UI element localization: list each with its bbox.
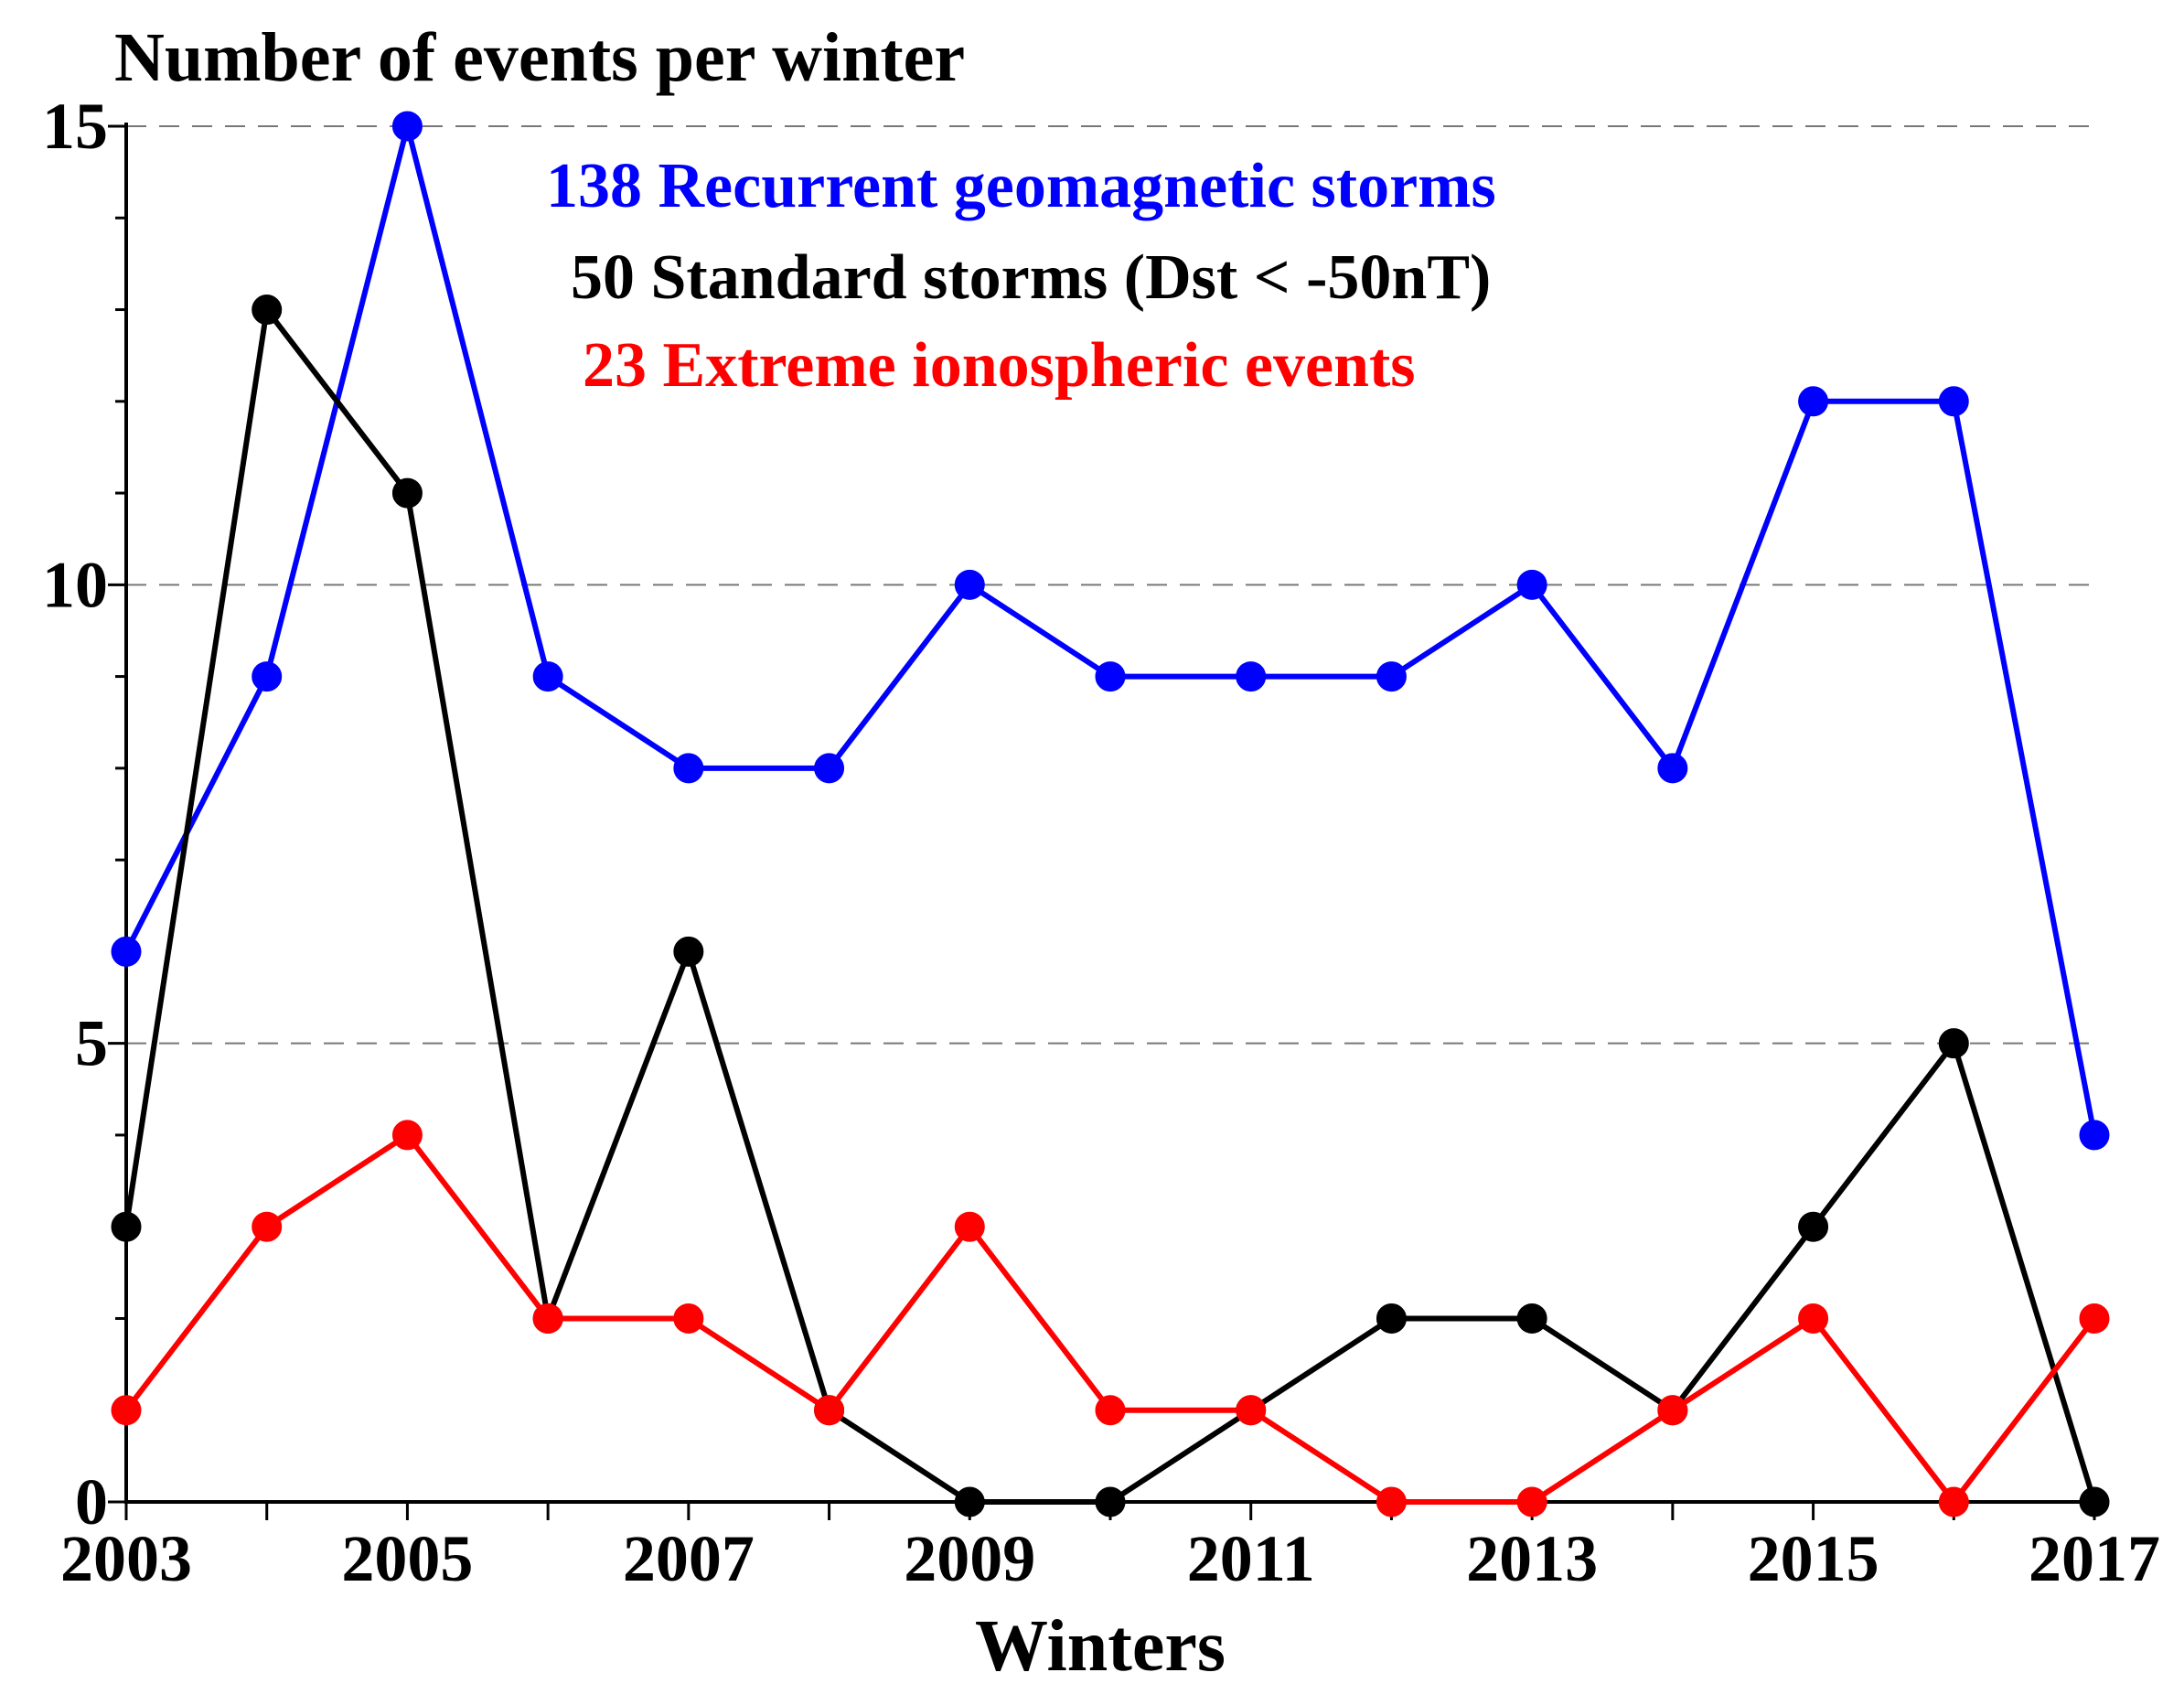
x-tick-label: 2013 [1466,1522,1598,1595]
data-point [391,111,423,142]
data-point [1095,661,1126,692]
data-point [1657,753,1688,784]
data-point [2079,1486,2110,1517]
data-point [1376,1303,1407,1334]
data-point [2079,1120,2110,1151]
data-point [1095,1395,1126,1426]
data-point [1516,1486,1547,1517]
data-point [532,1303,563,1334]
y-tick-label: 10 [42,548,108,621]
data-point [1938,1028,1969,1059]
data-point [814,1395,845,1426]
data-point [673,1303,704,1334]
data-point [954,569,985,600]
x-tick-label: 2015 [1748,1522,1879,1595]
data-point [673,936,704,967]
x-axis-label: Winters [975,1606,1226,1687]
series-extreme-events [111,1120,2110,1517]
y-tick-label: 0 [75,1465,108,1539]
legend-entry-extreme: 23 Extreme ionospheric events [583,330,1416,401]
data-point [391,477,423,509]
data-point [814,753,845,784]
x-tick-label: 2009 [904,1522,1035,1595]
x-tick-label: 2011 [1187,1522,1315,1595]
x-axis-ticks: 2003 2005 2007 2009 2011 2013 2015 2017 [60,1502,2160,1595]
data-point [1236,1395,1267,1426]
data-point [1798,1211,1829,1242]
data-point [1516,569,1547,600]
data-point [1798,386,1829,417]
data-point [673,753,704,784]
series-group [111,111,2110,1517]
series-recurrent-storms [111,111,2110,1151]
data-point [111,1395,142,1426]
x-tick-label: 2003 [60,1522,192,1595]
x-tick-label: 2005 [341,1522,473,1595]
data-point [1236,661,1267,692]
chart-title: Number of events per winter [114,19,965,96]
x-tick-label: 2007 [623,1522,755,1595]
legend-entry-standard: 50 Standard storms (Dst < -50nT) [571,242,1491,313]
data-point [252,1211,283,1242]
data-point [252,661,283,692]
legend-entry-recurrent: 138 Recurrent geomagnetic storms [546,151,1496,221]
data-point [111,936,142,967]
y-axis-ticks: 0 5 10 15 [42,90,126,1539]
data-point [1376,1486,1407,1517]
data-point [1657,1395,1688,1426]
x-tick-label: 2017 [2029,1522,2160,1595]
data-point [252,295,283,326]
data-point [111,1211,142,1242]
data-point [1938,386,1969,417]
data-point [1095,1486,1126,1517]
data-point [954,1211,985,1242]
data-point [532,661,563,692]
data-point [391,1120,423,1151]
data-point [954,1486,985,1517]
y-tick-label: 15 [42,90,108,163]
data-point [1798,1303,1829,1334]
y-tick-label: 5 [75,1007,108,1080]
data-point [1516,1303,1547,1334]
legend: 138 Recurrent geomagnetic storms 50 Stan… [546,151,1496,401]
data-point [1938,1486,1969,1517]
data-point [2079,1303,2110,1334]
data-point [1376,661,1407,692]
